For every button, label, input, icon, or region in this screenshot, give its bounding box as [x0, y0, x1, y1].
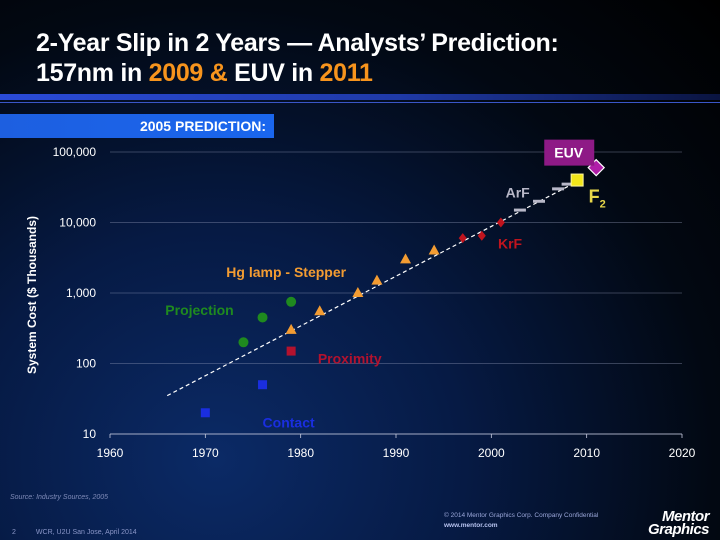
- title-rule: [0, 94, 720, 100]
- y-axis-label: System Cost ($ Thousands): [25, 216, 39, 374]
- label-arf: ArF: [506, 185, 531, 201]
- slide-title: 2-Year Slip in 2 Years — Analysts’ Predi…: [36, 28, 559, 88]
- point-projection: [286, 296, 297, 307]
- point-hg-lamp-stepper: [400, 253, 412, 264]
- x-tick-label: 2010: [573, 446, 600, 460]
- point-arf: [513, 208, 526, 212]
- x-tick-label: 1970: [192, 446, 219, 460]
- point-hg-lamp-stepper: [428, 244, 440, 255]
- y-tick-label: 10,000: [59, 216, 96, 230]
- label-bg-euv: [544, 139, 595, 166]
- prediction-banner: 2005 PREDICTION:: [0, 114, 274, 138]
- label-contact: Contact: [263, 415, 315, 431]
- title-rule-thin: [0, 102, 720, 103]
- point-hg-lamp-stepper: [352, 287, 364, 297]
- title-line-1: 2-Year Slip in 2 Years — Analysts’ Predi…: [36, 29, 559, 57]
- y-tick-label: 1,000: [66, 286, 96, 300]
- point-krf: [458, 233, 467, 244]
- label-krf: KrF: [498, 236, 523, 252]
- point-arf: [533, 199, 545, 203]
- point-arf: [561, 182, 574, 186]
- point-contact: [200, 408, 210, 418]
- point-projection: [238, 337, 249, 348]
- logo-line-2: Graphics: [648, 521, 710, 538]
- label-proximity: Proximity: [318, 350, 382, 366]
- x-tick-label: 2020: [669, 446, 696, 460]
- title-year-157nm: 2009: [148, 59, 204, 87]
- event-name: WCR, U2U San Jose, April 2014: [35, 529, 137, 536]
- point-hg-lamp-stepper: [285, 323, 297, 334]
- x-tick-label: 1960: [97, 446, 124, 460]
- label-hg-lamp-stepper: Hg lamp - Stepper: [226, 264, 346, 280]
- title-ampersand: &: [203, 59, 235, 87]
- page-number: 2: [12, 529, 16, 536]
- x-tick-label: 2000: [478, 446, 505, 460]
- point-hg-lamp-stepper: [314, 305, 326, 316]
- trend-line: [166, 181, 578, 397]
- x-tick-label: 1980: [287, 446, 314, 460]
- copyright-block: © 2014 Mentor Graphics Corp. Company Con…: [444, 511, 598, 531]
- logo-line-1: Mentor: [662, 508, 710, 525]
- point-krf: [477, 230, 486, 241]
- copyright-text: © 2014 Mentor Graphics Corp. Company Con…: [444, 512, 599, 519]
- title-part-d: EUV in: [234, 59, 320, 87]
- company-url[interactable]: www.mentor.com: [444, 522, 498, 529]
- title-line-2: 157nm in 2009 & EUV in 2011: [36, 58, 559, 88]
- point-projection: [257, 312, 268, 323]
- point-proximity: [286, 346, 296, 356]
- point-arf: [552, 187, 565, 191]
- label-projection: Projection: [165, 302, 233, 318]
- title-part-a: 157nm in: [36, 59, 149, 87]
- x-tick-label: 1990: [383, 446, 410, 460]
- y-tick-label: 100: [76, 357, 96, 371]
- point-f2: [570, 173, 584, 187]
- point-krf: [496, 217, 505, 228]
- footer-left: 2 WCR, U2U San Jose, April 2014: [12, 529, 157, 536]
- point-hg-lamp-stepper: [371, 274, 383, 285]
- title-year-euv: 2011: [319, 59, 373, 87]
- label-subscript: 2: [600, 199, 606, 211]
- y-tick-label: 100,000: [53, 145, 97, 159]
- mentor-logo: Mentor Graphics: [648, 508, 710, 538]
- label-euv: EUV: [554, 145, 583, 161]
- point-contact: [258, 380, 268, 390]
- y-tick-label: 10: [83, 427, 97, 441]
- label-f: F2: [589, 187, 606, 211]
- source-note: Source: Industry Sources, 2005: [10, 494, 109, 501]
